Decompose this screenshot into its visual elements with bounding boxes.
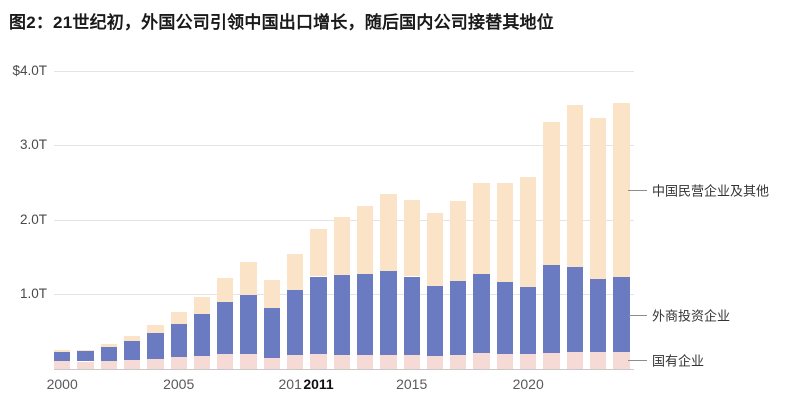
bar-segment xyxy=(77,349,94,352)
bar-segment xyxy=(543,353,560,369)
x-axis-tick-label: 2011 xyxy=(303,376,334,392)
bar-segment xyxy=(426,356,444,369)
bar-segment xyxy=(263,357,281,369)
bar-segment xyxy=(310,276,327,355)
legend-leader-line xyxy=(628,360,647,362)
bar-segment xyxy=(310,354,327,369)
bar-segment xyxy=(356,205,374,275)
bar-segment xyxy=(613,351,630,369)
bar-segment xyxy=(473,274,490,354)
bar-segment xyxy=(217,354,234,369)
bar-segment xyxy=(100,344,117,348)
bar-segment xyxy=(193,355,211,369)
bar-segment xyxy=(403,354,420,369)
bar-segment xyxy=(170,357,187,369)
bar-segment xyxy=(170,324,187,357)
bar-segment xyxy=(589,117,607,279)
bar-segment xyxy=(426,286,444,357)
y-axis-tick-label: 2.0T xyxy=(19,211,47,227)
bar-segment xyxy=(123,336,141,342)
bar-segment xyxy=(100,347,117,361)
y-axis-tick-label: $4.0T xyxy=(12,62,47,78)
legend-leader-line xyxy=(628,314,647,316)
bar-segment xyxy=(496,354,514,369)
bar-segment xyxy=(520,286,537,354)
bar-segment xyxy=(287,254,304,290)
legend-label: 外商投资企业 xyxy=(652,308,731,323)
bar-segment xyxy=(77,351,94,362)
bar-segment xyxy=(613,102,630,278)
bar-segment xyxy=(287,354,304,369)
bar-segment xyxy=(263,307,281,358)
bar-segment xyxy=(543,122,560,265)
bar-segment xyxy=(473,353,490,369)
x-axis-tick-label: 2015 xyxy=(396,376,428,392)
bar-segment xyxy=(100,360,117,369)
bar-segment xyxy=(520,354,537,369)
legend-label: 国有企业 xyxy=(652,353,705,369)
x-axis-tick-label: 2020 xyxy=(512,376,544,392)
bar-segment xyxy=(240,295,257,354)
y-gridline xyxy=(54,70,634,72)
bar-segment xyxy=(380,354,397,369)
bar-segment xyxy=(589,278,607,352)
bar-segment xyxy=(54,350,71,352)
x-axis-line xyxy=(54,369,634,370)
legend-label: 中国民营企业及其他 xyxy=(652,183,770,199)
chart-title: 图2：21世纪初，外国公司引领中国出口增长，随后国内公司接替其地位 xyxy=(9,13,554,32)
bar-segment xyxy=(450,354,467,369)
bar-segment xyxy=(380,271,397,355)
bar-segment xyxy=(240,354,257,369)
bar-segment xyxy=(496,281,514,355)
bar-segment xyxy=(240,262,257,296)
x-axis-tick-label: 2000 xyxy=(46,376,78,392)
bar-segment xyxy=(520,176,537,287)
bar-segment xyxy=(450,281,467,355)
bar-segment xyxy=(217,278,234,302)
y-gridline xyxy=(54,145,634,147)
bar-segment xyxy=(356,274,374,355)
y-axis-tick-label: 1.0T xyxy=(19,286,47,302)
bar-segment xyxy=(356,354,374,369)
x-axis-tick-label: 2005 xyxy=(163,376,195,392)
bar-segment xyxy=(566,351,583,369)
bar-segment xyxy=(613,277,630,352)
bar-segment xyxy=(54,351,71,361)
bar-segment xyxy=(473,183,490,275)
bar-segment xyxy=(310,228,327,277)
bar-segment xyxy=(566,266,583,352)
y-axis-tick-label: 3.0T xyxy=(19,137,47,153)
bar-segment xyxy=(496,183,514,282)
x-axis-tick-label: 201 xyxy=(278,376,302,392)
bar-segment xyxy=(77,361,94,369)
bar-segment xyxy=(170,312,187,325)
bar-segment xyxy=(333,275,350,355)
bar-segment xyxy=(333,354,350,369)
bar-segment xyxy=(380,194,397,272)
bar-segment xyxy=(403,276,420,355)
bar-segment xyxy=(450,201,467,281)
legend-leader-line xyxy=(628,190,647,191)
bar-segment xyxy=(263,279,281,308)
bar-segment xyxy=(147,333,164,359)
bar-segment xyxy=(193,297,211,314)
bar-segment xyxy=(123,360,141,369)
bar-segment xyxy=(287,289,304,355)
bar-segment xyxy=(333,216,350,275)
bar-segment xyxy=(147,325,164,334)
bar-segment xyxy=(426,213,444,287)
bar-segment xyxy=(147,358,164,369)
bar-segment xyxy=(589,351,607,369)
bar-segment xyxy=(403,200,420,277)
bar-segment xyxy=(543,264,560,354)
bar-segment xyxy=(566,104,583,267)
bar-segment xyxy=(123,341,141,360)
bar-segment xyxy=(193,313,211,356)
bar-segment xyxy=(217,301,234,355)
bar-segment xyxy=(54,360,71,369)
